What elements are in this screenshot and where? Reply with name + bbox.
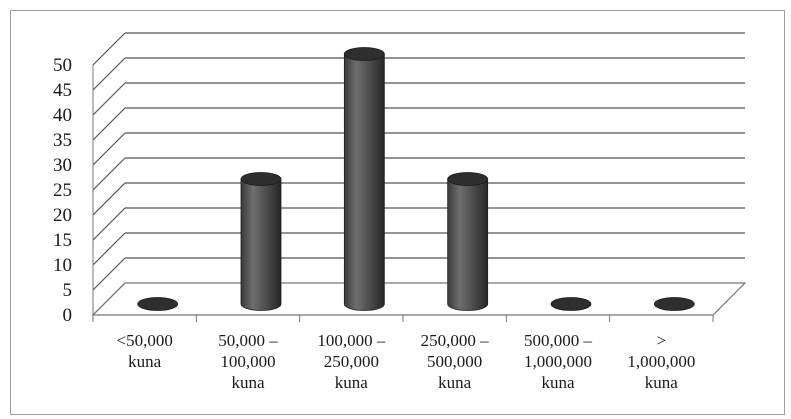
bar-1 <box>240 172 282 311</box>
gridline-side <box>92 107 126 141</box>
x-category-label-line: 50,000 – <box>218 331 278 350</box>
x-category-label-line: kuna <box>541 373 575 392</box>
x-category-label-line: 500,000 <box>427 352 482 371</box>
y-tick-label: 50 <box>53 55 72 76</box>
x-category-label-line: kuna <box>645 373 679 392</box>
x-category-label-line: kuna <box>335 373 369 392</box>
bar-5 <box>653 297 695 311</box>
x-category-label: 250,000 – 500,000 kuna <box>421 331 490 392</box>
bar-top <box>653 297 695 311</box>
x-category-label-line: 100,000 – <box>317 331 386 350</box>
x-category-label-line: 1,000,000 <box>627 352 695 371</box>
bars-layer <box>137 47 695 311</box>
gridline-side <box>92 182 126 216</box>
bar-top <box>447 172 489 186</box>
x-category-label-line: kuna <box>438 373 472 392</box>
bar-top <box>550 297 592 311</box>
y-tick-label: 10 <box>53 255 72 276</box>
x-category-label-line: <50,000 <box>116 331 172 350</box>
bar-top <box>137 297 179 311</box>
grid-layer <box>91 32 747 322</box>
bar-top <box>240 172 282 186</box>
y-tick-labels: 0 5 10 15 20 25 30 35 40 45 50 <box>53 55 72 326</box>
bar-body <box>343 53 385 311</box>
y-tick-label: 30 <box>53 155 72 176</box>
x-category-label: >1,000,000 kuna <box>627 331 695 392</box>
gridline-side <box>92 82 126 116</box>
bar-4 <box>550 297 592 311</box>
gridline-side <box>92 257 126 291</box>
gridline-side <box>92 57 126 91</box>
y-tick-label: 20 <box>53 205 72 226</box>
x-category-label: <50,000 kuna <box>116 331 172 371</box>
y-tick-label: 5 <box>63 280 73 301</box>
floor-plane <box>91 282 747 316</box>
y-tick-label: 25 <box>53 180 72 201</box>
y-tick-label: 35 <box>53 130 72 151</box>
x-category-labels: <50,000 kuna 50,000 – 100,000 kuna 100,000 – 2… <box>116 331 695 392</box>
gridline-side <box>92 157 126 191</box>
bar-body <box>240 178 282 311</box>
y-tick-label: 0 <box>63 305 73 326</box>
y-tick-label: 45 <box>53 80 72 101</box>
x-category-label-line: 500,000 – <box>524 331 593 350</box>
x-category-label-line: 250,000 – <box>421 331 490 350</box>
bar-3 <box>447 172 489 311</box>
x-category-label-line: kuna <box>128 352 162 371</box>
x-category-label-line: 100,000 <box>220 352 275 371</box>
x-category-label: 500,000 – 1,000,000 kuna <box>524 331 593 392</box>
bar-top <box>343 47 385 61</box>
x-category-label-line: 1,000,000 <box>524 352 592 371</box>
gridline-side <box>92 32 126 66</box>
x-category-label: 100,000 – 250,000 kuna <box>317 331 386 392</box>
bar-body <box>447 178 489 311</box>
gridline-side <box>92 132 126 166</box>
gridline-side <box>92 232 126 266</box>
chart-frame <box>10 10 785 415</box>
gridline-side <box>92 207 126 241</box>
x-category-label-line: 250,000 <box>324 352 379 371</box>
x-category-label: 50,000 – 100,000 kuna <box>218 331 278 392</box>
y-tick-label: 40 <box>53 105 72 126</box>
x-category-label-line: > <box>657 331 667 350</box>
bar-0 <box>137 297 179 311</box>
y-tick-label: 15 <box>53 230 72 251</box>
x-category-label-line: kuna <box>231 373 265 392</box>
bar-2 <box>343 47 385 311</box>
